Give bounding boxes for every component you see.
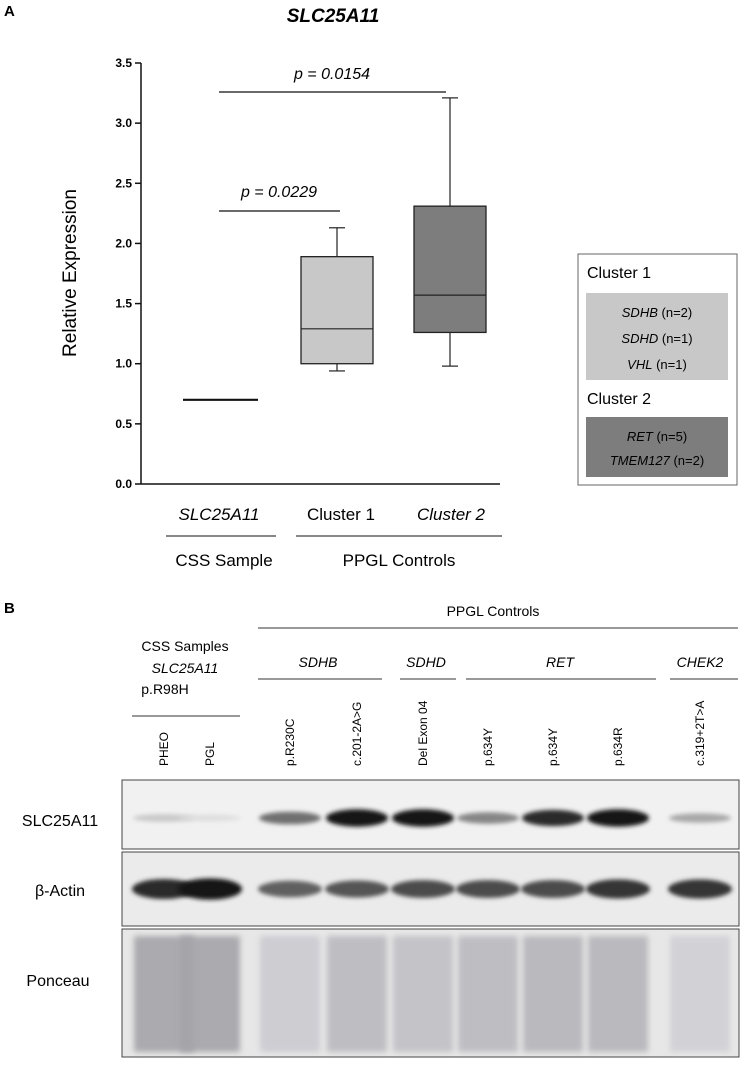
band-actin-4 xyxy=(391,880,455,898)
ponceau-lane-1 xyxy=(180,936,240,1052)
lane-label-8: c.319+2T>A xyxy=(693,701,707,766)
y-tick-label-3: 1.5 xyxy=(115,297,132,311)
gene-chek2: CHEK2 xyxy=(677,654,724,670)
legend-cluster2-item-1: TMEM127 (n=2) xyxy=(610,453,704,468)
legend-cluster2-swatch xyxy=(586,417,728,477)
gene-ret: RET xyxy=(546,654,575,670)
y-axis-label: Relative Expression xyxy=(60,189,81,357)
lane-label-1: PGL xyxy=(203,742,217,766)
legend-cluster1-item-2: VHL (n=1) xyxy=(627,357,687,372)
box-2 xyxy=(413,205,487,334)
band-actin-1 xyxy=(178,878,242,900)
band-actin-7 xyxy=(586,879,650,899)
row-label-actin: β-Actin xyxy=(35,883,85,900)
lane-label-5: p.634Y xyxy=(481,728,495,766)
legend-cluster1-item-0: SDHB (n=2) xyxy=(622,305,692,320)
band-actin-8 xyxy=(668,879,732,899)
ponceau-lane-3 xyxy=(327,936,387,1052)
band-actin-3 xyxy=(325,880,389,898)
legend: Cluster 1 SDHB (n=2) SDHD (n=1) VHL (n=1… xyxy=(577,253,738,486)
band-slc25a11-3 xyxy=(326,809,388,827)
ponceau-lane-4 xyxy=(393,936,453,1052)
ponceau-lane-5 xyxy=(458,936,518,1052)
css-variant: p.R98H xyxy=(141,681,188,697)
band-slc25a11-0 xyxy=(133,814,195,822)
x-category-0: SLC25A11 xyxy=(179,505,260,524)
legend-cluster2-item-0: RET (n=5) xyxy=(627,429,687,444)
y-tick-label-2: 1.0 xyxy=(115,357,132,371)
panel-a-label: A xyxy=(4,3,15,20)
group-label-ppgl: PPGL Controls xyxy=(343,551,456,570)
band-actin-0 xyxy=(132,879,196,899)
legend-cluster1-title: Cluster 1 xyxy=(587,265,651,282)
pvalue-2: p = 0.0154 xyxy=(293,66,370,83)
y-tick-label-5: 2.5 xyxy=(115,176,132,190)
lane-labels: PHEO PGL p.R230C c.201-2A>G Del Exon 04 p.634… xyxy=(157,700,707,766)
legend-cluster2-title: Cluster 2 xyxy=(587,391,651,408)
box-plots xyxy=(183,97,487,401)
x-category-1: Cluster 1 xyxy=(307,505,375,524)
pvalue-1: p = 0.0229 xyxy=(240,184,317,201)
y-tick-label-1: 0.5 xyxy=(115,417,132,431)
css-gene: SLC25A11 xyxy=(152,660,219,676)
panel-b-label: B xyxy=(4,600,15,617)
y-tick-label-0: 0.0 xyxy=(115,477,132,491)
lane-label-3: c.201-2A>G xyxy=(350,702,364,766)
box-1 xyxy=(300,256,374,365)
gene-sdhd: SDHD xyxy=(406,654,446,670)
band-slc25a11-8 xyxy=(669,813,731,823)
band-slc25a11-1 xyxy=(179,814,241,822)
y-ticks: 0.0 0.5 1.0 1.5 2.0 2.5 3.0 3.5 xyxy=(115,56,141,491)
css-header: CSS Samples xyxy=(141,638,228,654)
ppgl-header: PPGL Controls xyxy=(447,603,540,619)
x-category-2: Cluster 2 xyxy=(417,505,486,524)
band-actin-5 xyxy=(456,880,520,898)
y-tick-label-7: 3.5 xyxy=(115,56,132,70)
band-actin-2 xyxy=(258,880,322,898)
lane-label-4: Del Exon 04 xyxy=(416,700,430,766)
band-actin-6 xyxy=(521,880,585,898)
blot-actin-bands xyxy=(132,878,732,900)
y-tick-label-4: 2.0 xyxy=(115,236,132,250)
legend-cluster1-item-1: SDHD (n=1) xyxy=(621,331,692,346)
gene-sdhb: SDHB xyxy=(299,654,338,670)
row-label-ponceau: Ponceau xyxy=(26,973,89,990)
lane-label-0: PHEO xyxy=(157,732,171,766)
band-slc25a11-6 xyxy=(522,809,584,827)
ponceau-lane-8 xyxy=(670,936,730,1052)
lane-label-6: p.634Y xyxy=(546,728,560,766)
band-slc25a11-7 xyxy=(587,809,649,827)
chart-title: SLC25A11 xyxy=(287,6,380,27)
band-slc25a11-5 xyxy=(457,812,519,824)
lane-label-2: p.R230C xyxy=(283,718,297,766)
ponceau-lane-2 xyxy=(260,936,320,1052)
blot-slc25a11-bands xyxy=(133,809,731,827)
y-tick-label-6: 3.0 xyxy=(115,116,132,130)
group-label-css: CSS Sample xyxy=(175,551,272,570)
blot-ponceau-bands xyxy=(134,936,730,1052)
band-slc25a11-4 xyxy=(392,809,454,827)
ponceau-lane-7 xyxy=(588,936,648,1052)
row-label-slc25a11: SLC25A11 xyxy=(22,813,98,830)
lane-label-7: p.634R xyxy=(611,727,625,766)
band-slc25a11-2 xyxy=(259,811,321,825)
ponceau-lane-6 xyxy=(523,936,583,1052)
legend-cluster1-swatch xyxy=(586,293,728,380)
